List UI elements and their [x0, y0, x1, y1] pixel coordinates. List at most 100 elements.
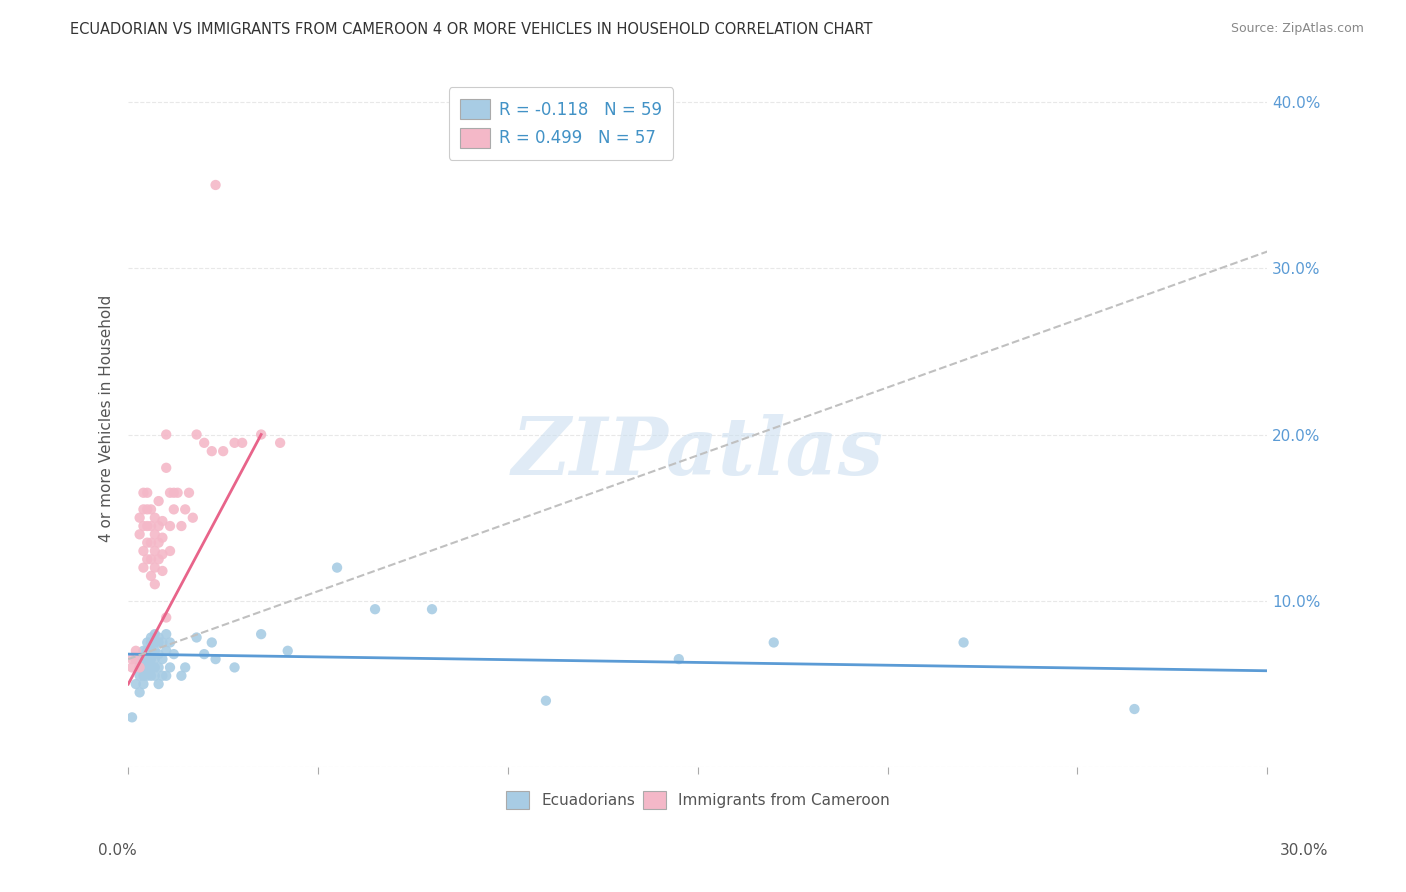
Point	[136, 552, 159, 566]
Point	[143, 510, 166, 524]
Point	[139, 652, 162, 666]
Point	[163, 502, 186, 516]
Point	[212, 444, 235, 458]
Point	[148, 635, 170, 649]
Point	[152, 669, 174, 683]
Point	[155, 610, 177, 624]
Point	[159, 544, 181, 558]
Point	[181, 510, 204, 524]
Point	[148, 660, 170, 674]
Point	[177, 485, 200, 500]
Point	[143, 669, 166, 683]
Point	[152, 635, 174, 649]
Point	[128, 669, 150, 683]
Point	[269, 435, 291, 450]
Point	[143, 544, 166, 558]
Point	[163, 485, 186, 500]
Point	[174, 502, 197, 516]
Point	[170, 519, 193, 533]
Point	[136, 535, 159, 549]
Point	[201, 444, 224, 458]
Point	[125, 652, 148, 666]
Point	[201, 635, 224, 649]
Text: ECUADORIAN VS IMMIGRANTS FROM CAMEROON 4 OR MORE VEHICLES IN HOUSEHOLD CORRELATI: ECUADORIAN VS IMMIGRANTS FROM CAMEROON 4…	[70, 22, 873, 37]
Point	[132, 660, 155, 674]
Point	[148, 647, 170, 661]
Point	[121, 660, 143, 674]
Point	[952, 635, 974, 649]
Point	[139, 669, 162, 683]
Point	[139, 635, 162, 649]
Point	[159, 519, 181, 533]
Point	[159, 635, 181, 649]
Point	[139, 502, 162, 516]
Point	[128, 660, 150, 674]
Point	[159, 660, 181, 674]
Point	[132, 644, 155, 658]
Legend: Ecuadorians, Immigrants from Cameroon: Ecuadorians, Immigrants from Cameroon	[501, 785, 896, 815]
Point	[143, 644, 166, 658]
Point	[152, 514, 174, 528]
Point	[668, 652, 690, 666]
Point	[155, 427, 177, 442]
Point	[132, 669, 155, 683]
Point	[136, 669, 159, 683]
Point	[132, 652, 155, 666]
Point	[250, 427, 273, 442]
Point	[155, 644, 177, 658]
Point	[170, 669, 193, 683]
Point	[132, 560, 155, 574]
Point	[224, 435, 246, 450]
Point	[128, 685, 150, 699]
Text: 0.0%: 0.0%	[98, 843, 138, 858]
Point	[534, 694, 557, 708]
Point	[132, 485, 155, 500]
Point	[132, 677, 155, 691]
Point	[420, 602, 443, 616]
Point	[148, 552, 170, 566]
Point	[152, 547, 174, 561]
Point	[193, 647, 215, 661]
Point	[143, 577, 166, 591]
Point	[152, 531, 174, 545]
Point	[136, 502, 159, 516]
Point	[132, 519, 155, 533]
Point	[166, 485, 188, 500]
Point	[762, 635, 785, 649]
Point	[186, 427, 208, 442]
Point	[121, 652, 143, 666]
Point	[143, 560, 166, 574]
Point	[139, 660, 162, 674]
Point	[128, 527, 150, 541]
Point	[132, 502, 155, 516]
Text: 30.0%: 30.0%	[1281, 843, 1329, 858]
Point	[128, 660, 150, 674]
Point	[155, 669, 177, 683]
Point	[139, 519, 162, 533]
Point	[136, 660, 159, 674]
Point	[204, 178, 226, 192]
Point	[231, 435, 253, 450]
Point	[277, 644, 299, 658]
Point	[139, 631, 162, 645]
Point	[250, 627, 273, 641]
Point	[139, 644, 162, 658]
Point	[139, 569, 162, 583]
Point	[224, 660, 246, 674]
Point	[326, 560, 349, 574]
Point	[159, 485, 181, 500]
Point	[143, 635, 166, 649]
Point	[155, 627, 177, 641]
Point	[163, 647, 186, 661]
Point	[148, 535, 170, 549]
Point	[148, 519, 170, 533]
Point	[152, 564, 174, 578]
Point	[155, 460, 177, 475]
Point	[1123, 702, 1146, 716]
Point	[139, 552, 162, 566]
Point	[128, 510, 150, 524]
Point	[148, 631, 170, 645]
Point	[204, 652, 226, 666]
Point	[148, 494, 170, 508]
Point	[136, 519, 159, 533]
